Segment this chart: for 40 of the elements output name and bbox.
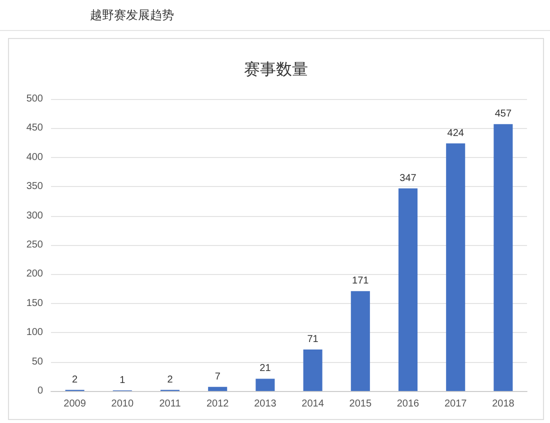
bar — [494, 124, 513, 391]
x-tick-label: 2010 — [111, 398, 134, 410]
data-label: 2 — [72, 374, 78, 386]
data-label: 171 — [352, 276, 370, 287]
x-tick-label: 2014 — [302, 398, 324, 410]
y-tick-label: 150 — [26, 298, 44, 309]
y-tick-label: 450 — [26, 122, 44, 134]
bar — [303, 350, 322, 391]
x-tick-label: 2017 — [444, 398, 468, 410]
y-tick-label: 300 — [26, 210, 44, 222]
y-tick-label: 250 — [26, 240, 44, 250]
x-tick-label: 2013 — [254, 398, 277, 410]
y-tick-label: 200 — [26, 268, 44, 280]
data-label: 7 — [214, 371, 221, 382]
x-tick-label: 2009 — [64, 398, 86, 410]
data-label: 457 — [494, 108, 512, 120]
x-tick-label: 2018 — [492, 398, 515, 410]
x-tick-label: 2015 — [349, 398, 372, 410]
data-label: 71 — [307, 334, 319, 346]
y-tick-label: 500 — [26, 94, 44, 104]
bar — [446, 143, 466, 391]
x-tick-label: 2011 — [159, 398, 182, 410]
y-tick-label: 350 — [26, 181, 44, 192]
bar — [208, 386, 228, 391]
y-tick-label: 0 — [37, 386, 44, 396]
data-label: 424 — [447, 128, 464, 139]
chart-subtitle: 越野赛发展趋势 — [0, 0, 550, 31]
y-tick-label: 50 — [32, 356, 44, 368]
y-tick-label: 400 — [26, 152, 44, 163]
data-label: 347 — [400, 172, 417, 184]
data-label: 1 — [120, 374, 126, 386]
y-tick-label: 100 — [26, 327, 44, 338]
data-label: 2 — [167, 374, 174, 386]
x-tick-label: 2016 — [396, 398, 420, 410]
x-tick-label: 2012 — [206, 398, 230, 410]
bar — [256, 378, 275, 391]
bar — [398, 188, 418, 391]
bar — [350, 291, 370, 391]
data-label: 21 — [260, 363, 272, 374]
chart-title: 赛事数量 — [244, 60, 308, 78]
